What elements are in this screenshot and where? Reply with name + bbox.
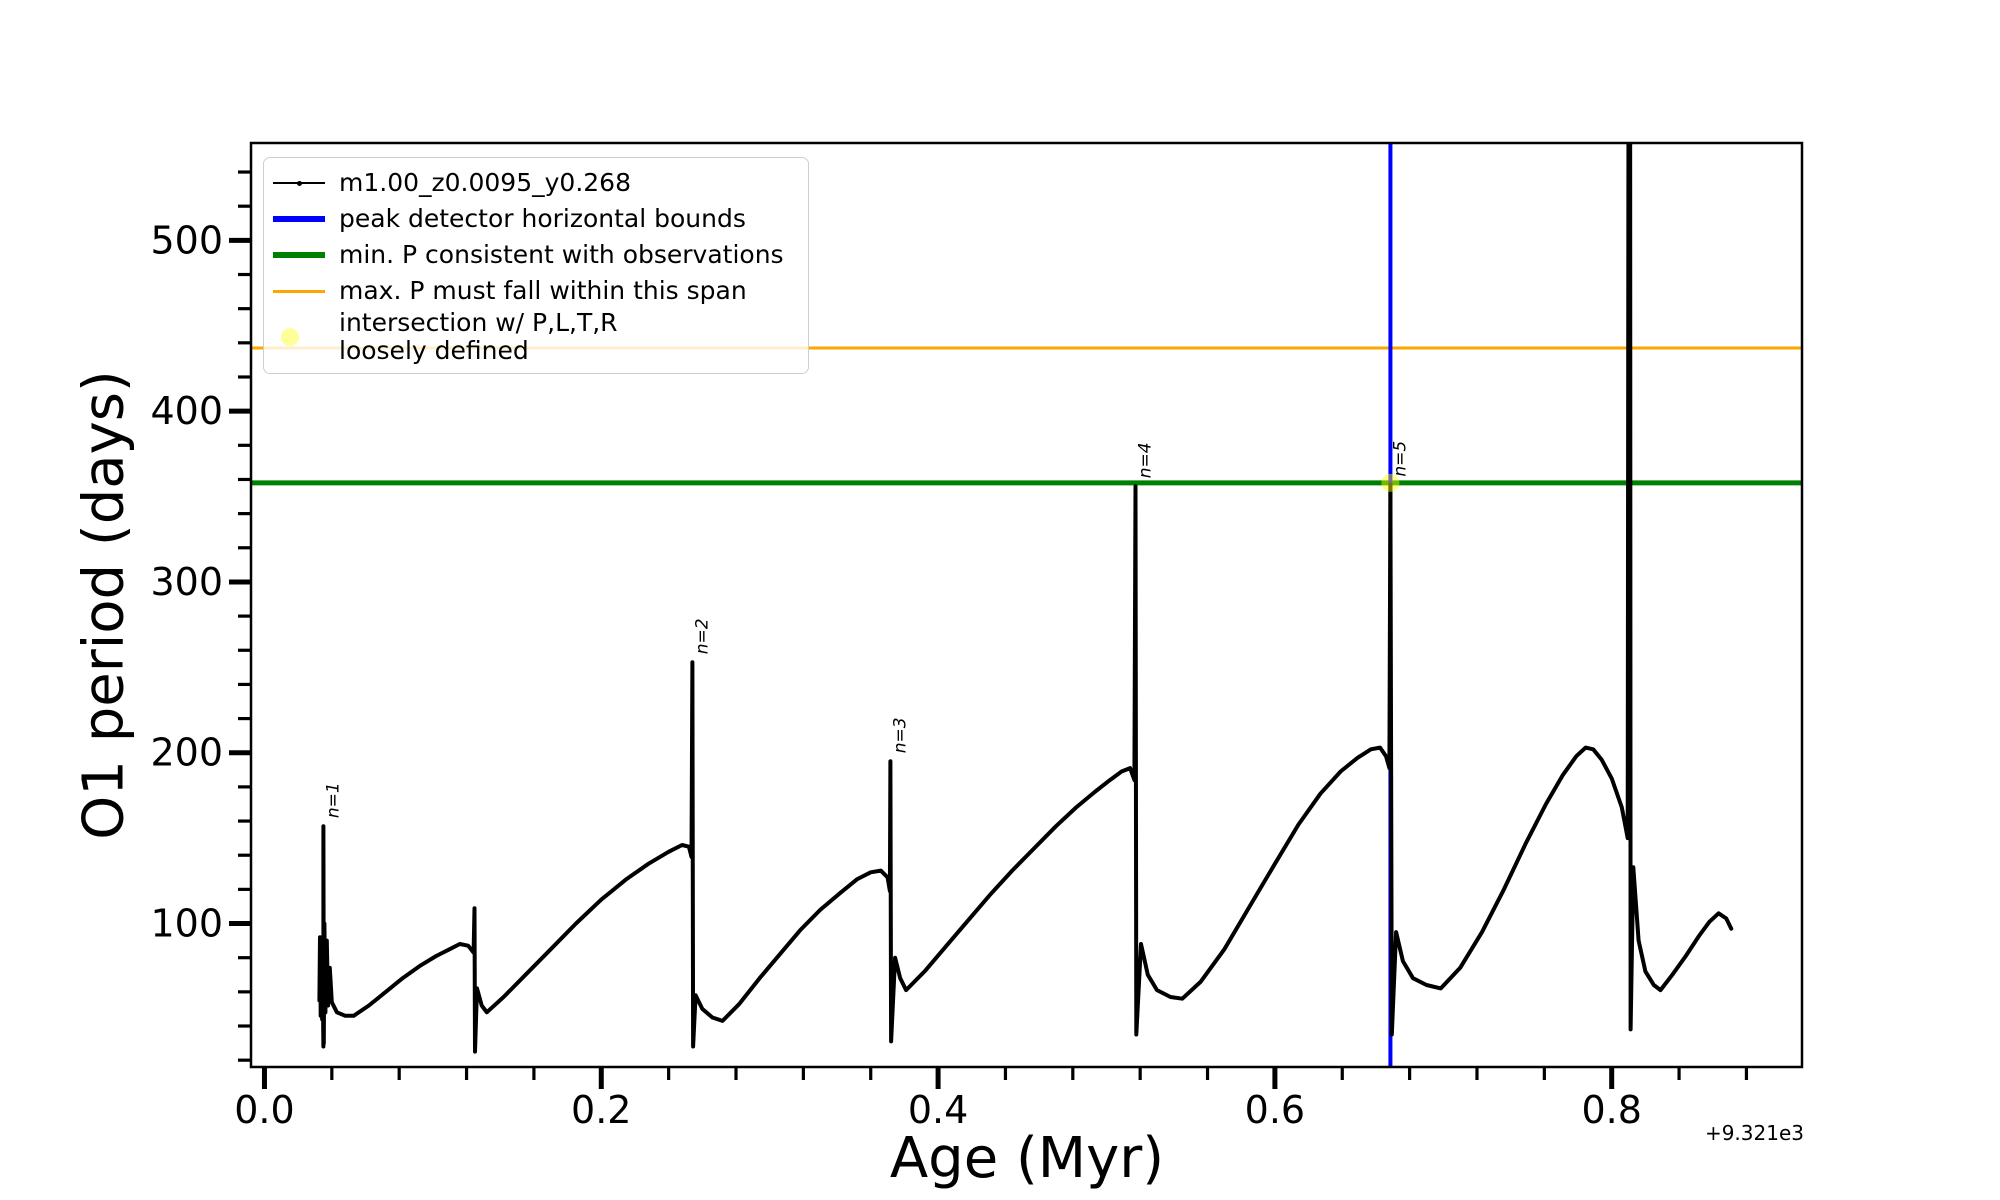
x-axis-label: Age (Myr) — [889, 1126, 1165, 1191]
pulse-label: n=5 — [1390, 441, 1410, 477]
line-dot-marker-icon — [264, 180, 339, 186]
legend-box: m1.00_z0.0095_y0.268 peak detector horiz… — [263, 157, 809, 374]
y-tick-label: 300 — [150, 560, 223, 604]
legend-label: m1.00_z0.0095_y0.268 — [339, 167, 631, 197]
y-tick-label: 200 — [150, 731, 223, 775]
legend-item-max-p: max. P must fall within this span — [264, 273, 800, 309]
y-axis-label: O1 period (days) — [71, 370, 137, 840]
x-axis-offset-text: +9.321e3 — [1704, 1121, 1804, 1145]
legend-label: max. P must fall within this span — [339, 275, 747, 305]
legend-item-track: m1.00_z0.0095_y0.268 — [264, 165, 800, 201]
legend-item-peak-bounds: peak detector horizontal bounds — [264, 201, 800, 237]
x-tick-label: 0.0 — [234, 1088, 294, 1132]
pulse-label: n=4 — [1135, 442, 1155, 478]
green-line-swatch-icon — [264, 252, 339, 258]
y-tick-label: 400 — [150, 389, 223, 433]
y-tick-label: 100 — [150, 902, 223, 946]
intersection-marker — [1381, 473, 1400, 492]
pulse-label: n=1 — [323, 782, 343, 818]
x-tick-label: 0.4 — [908, 1088, 968, 1132]
x-tick-label: 0.2 — [571, 1088, 631, 1132]
blue-line-swatch-icon — [264, 216, 339, 222]
y-tick-label: 500 — [150, 218, 223, 262]
legend-item-min-p: min. P consistent with observations — [264, 237, 800, 273]
data-series-line — [317, 143, 1734, 1054]
x-tick-label: 0.8 — [1581, 1088, 1641, 1132]
legend-label: peak detector horizontal bounds — [339, 203, 746, 233]
pulse-label: n=3 — [890, 717, 910, 753]
legend-item-intersection: intersection w/ P,L,T,R loosely defined — [264, 308, 800, 366]
x-tick-label: 0.6 — [1245, 1088, 1305, 1132]
axes-spines — [249, 141, 1804, 1069]
yellow-circle-marker-icon — [264, 328, 339, 347]
legend-label: intersection w/ P,L,T,R loosely defined — [339, 308, 618, 366]
orange-line-swatch-icon — [264, 289, 339, 293]
legend-label: min. P consistent with observations — [339, 239, 784, 269]
pulse-label: n=2 — [692, 618, 712, 654]
